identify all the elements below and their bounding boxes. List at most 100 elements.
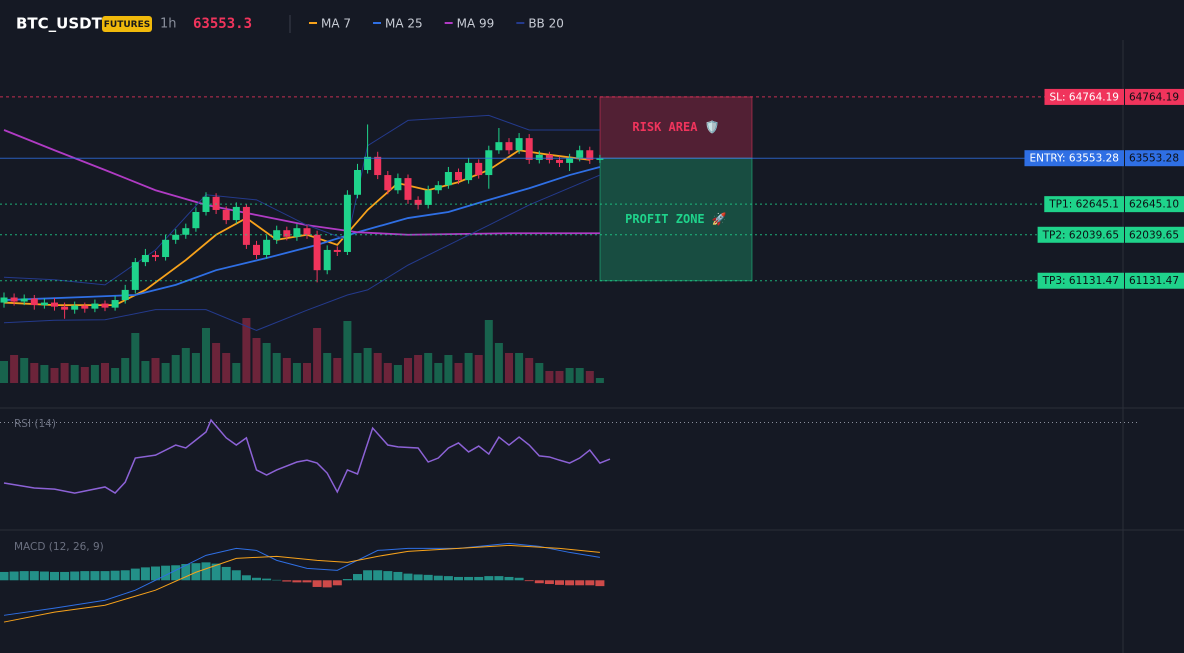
histogram-bar — [484, 576, 494, 581]
interval: 1h — [160, 17, 177, 32]
candle-body — [333, 249, 341, 252]
candle-body — [10, 297, 18, 302]
volume-bar — [515, 353, 524, 383]
histogram-bar — [312, 580, 322, 587]
level-tag — [1044, 196, 1124, 213]
level-tag — [1125, 226, 1184, 243]
histogram-bar — [140, 567, 150, 581]
histogram-bar — [534, 580, 544, 584]
badge: FUTURES — [104, 20, 150, 30]
signal-line — [3, 544, 600, 623]
volume-bar — [494, 343, 503, 383]
volume-bar — [60, 363, 69, 383]
histogram-bar — [393, 571, 403, 581]
candle-body — [192, 211, 200, 229]
candle-body — [172, 234, 180, 240]
volume-bar — [151, 358, 160, 383]
volume-bar — [404, 358, 412, 383]
candle-body — [293, 228, 301, 237]
histogram-bar — [181, 564, 191, 581]
histogram-bar — [262, 578, 272, 581]
candle-body — [596, 158, 604, 160]
candle-body — [323, 249, 331, 271]
level-tag — [1037, 272, 1124, 289]
volume-bar — [262, 343, 271, 383]
volume-bar — [171, 355, 180, 383]
level-label: ENTRY: 63553.28 — [1029, 153, 1119, 165]
histogram-bar — [120, 570, 130, 581]
candle-body — [515, 138, 523, 151]
histogram-bar — [544, 580, 554, 585]
histogram-bar — [383, 571, 393, 581]
histogram-bar — [282, 580, 292, 582]
candle-body — [81, 305, 89, 309]
candle-body — [434, 185, 442, 191]
symbol: BTC_USDT — [16, 15, 103, 33]
volume-bar — [595, 378, 604, 383]
level-label: TP2: 62039.65 — [1042, 229, 1119, 241]
candle-body — [212, 196, 220, 210]
histogram-bar — [595, 580, 605, 587]
histogram-bar — [0, 571, 9, 581]
level-label: SL: 64764.19 — [1050, 91, 1120, 103]
volume-bar — [232, 363, 241, 383]
volume-bar — [464, 353, 473, 383]
level-label: TP3: 61131.47 — [1042, 275, 1119, 287]
histogram-bar — [110, 570, 120, 581]
histogram-bar — [231, 570, 241, 581]
candle-body — [0, 297, 8, 303]
legend-label: BB 20 — [528, 17, 564, 31]
level-tag — [1125, 88, 1184, 105]
candle-body — [475, 162, 483, 176]
candle-body — [485, 150, 493, 176]
volume-bar — [333, 358, 342, 383]
volume-bar — [474, 355, 483, 383]
volume-bar — [131, 333, 140, 383]
histogram-bar — [454, 576, 463, 581]
volume-bar — [70, 365, 79, 383]
volume-bar — [191, 353, 200, 383]
volume-bar — [343, 321, 352, 383]
candle-body — [545, 154, 553, 160]
volume-bar — [20, 358, 29, 383]
candle-body — [414, 199, 422, 205]
volume-bar — [535, 363, 544, 383]
volume-bar — [181, 348, 190, 383]
histogram-bar — [191, 563, 201, 581]
volume-bar — [222, 353, 231, 383]
candle-body — [51, 302, 58, 307]
candle-body — [111, 300, 119, 308]
candle-body — [374, 156, 382, 176]
histogram-bar — [474, 576, 484, 581]
candle-body — [30, 298, 38, 306]
histogram-bar — [130, 568, 140, 581]
level-value: 62645.10 — [1129, 199, 1179, 211]
histogram-bar — [433, 575, 443, 581]
level-tag — [1125, 196, 1184, 213]
macd-line — [3, 542, 600, 616]
panel-title: MACD (12, 26, 9) — [14, 541, 104, 553]
volume-bar — [252, 338, 261, 383]
legend-label: MA 25 — [385, 17, 423, 31]
histogram-bar — [90, 571, 100, 581]
volume-bar — [0, 361, 8, 383]
histogram-bar — [201, 562, 211, 581]
histogram-bar — [60, 571, 70, 581]
volume-bar — [292, 363, 301, 383]
histogram-bar — [241, 575, 251, 581]
volume-bar — [202, 328, 210, 383]
candle-body — [253, 244, 260, 256]
histogram-bar — [342, 579, 352, 581]
volume-bar — [323, 353, 332, 383]
candle-body — [131, 262, 139, 290]
volume-bar — [242, 318, 251, 383]
candle-body — [566, 157, 574, 163]
volume-bar — [505, 353, 513, 383]
histogram-bar — [373, 570, 383, 581]
level-tag — [1125, 272, 1184, 289]
candle-body — [455, 172, 462, 181]
histogram-bar — [423, 574, 433, 581]
candle-body — [556, 159, 563, 163]
